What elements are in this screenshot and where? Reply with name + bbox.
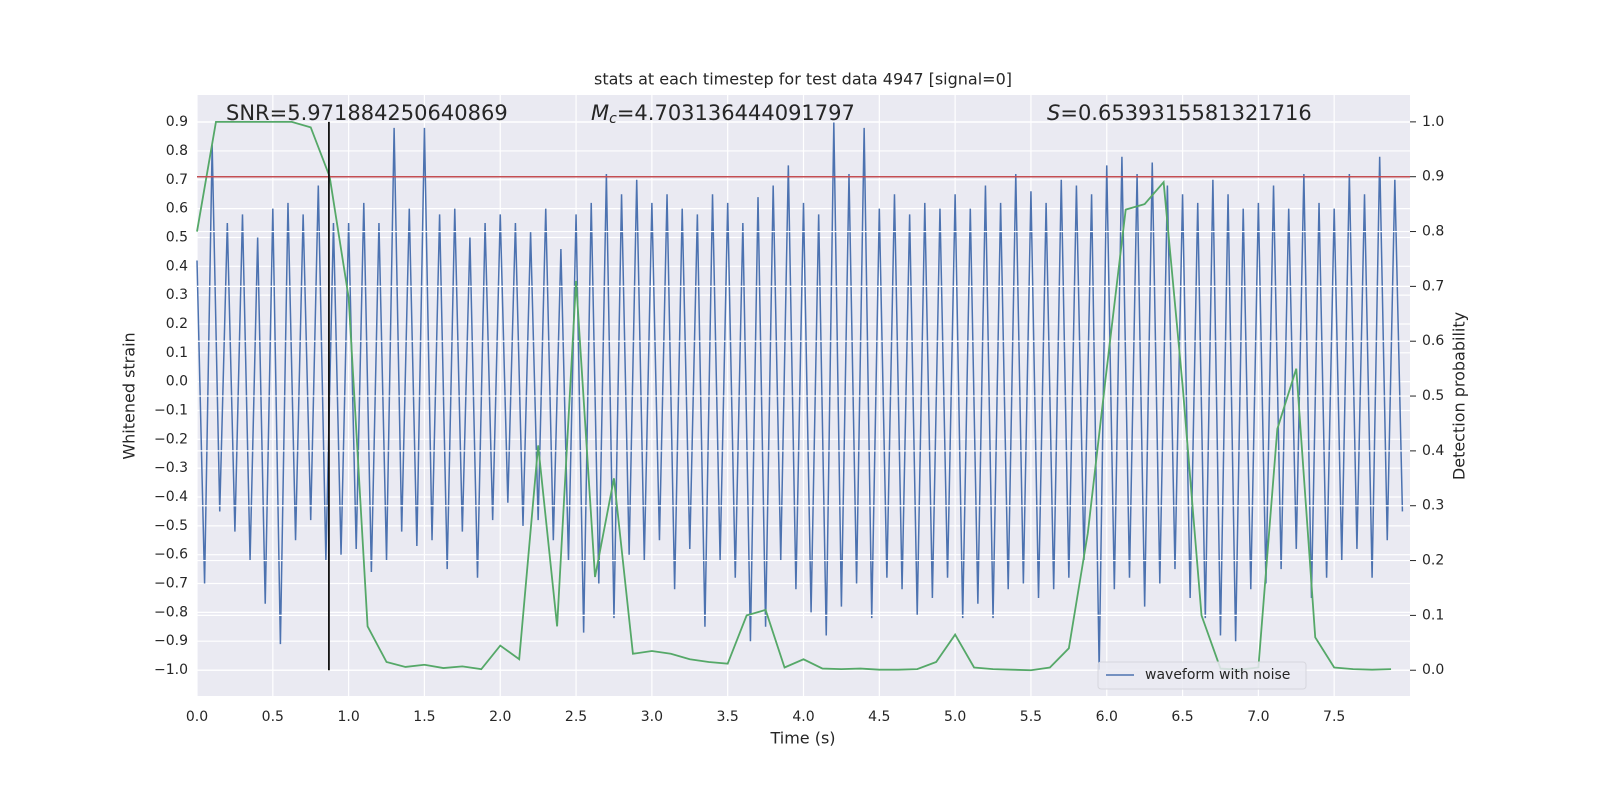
x-tick-label: 7.0 (1247, 709, 1269, 725)
y-tick-label: −1.0 (154, 662, 188, 678)
y2-tick-label: 0.9 (1422, 169, 1444, 185)
y-tick-label: 0.9 (166, 114, 188, 130)
annotation: S=0.6539315581321716 (1047, 101, 1312, 125)
y-tick-label: −0.7 (154, 576, 188, 592)
y-tick-label: 0.5 (166, 229, 188, 245)
annotation-value: =4.703136444091797 (617, 101, 855, 125)
y-tick-label: −0.8 (154, 604, 188, 620)
y2-tick-label: 0.2 (1422, 553, 1444, 569)
y2-tick-label: 0.1 (1422, 607, 1444, 623)
legend-box (1097, 661, 1307, 690)
y-tick-label: −0.6 (154, 547, 188, 563)
y-tick-label: 0.3 (166, 287, 188, 303)
x-tick-label: 6.0 (1096, 709, 1118, 725)
x-tick-label: 2.5 (565, 709, 587, 725)
y-tick-label: 0.7 (166, 172, 188, 188)
y-tick-label: 0.4 (166, 258, 188, 274)
y-tick-label: 0.8 (166, 143, 188, 159)
x-tick-label: 4.0 (792, 709, 814, 725)
y-tick-label: −0.3 (154, 460, 188, 476)
probability-line (196, 120, 1392, 672)
annotation: Mc=4.703136444091797 (591, 101, 855, 127)
y2-tick-label: 0.3 (1422, 498, 1444, 514)
legend-label: waveform with noise (1145, 667, 1290, 683)
x-tick-label: 5.5 (1020, 709, 1042, 725)
x-axis-label: Time (s) (769, 729, 835, 748)
x-tick-label: 4.5 (868, 709, 890, 725)
x-tick-label: 3.5 (717, 709, 739, 725)
y2-tick-label: 0.5 (1422, 388, 1444, 404)
annotation-subscript: c (609, 111, 617, 127)
x-tick-label: 2.0 (489, 709, 511, 725)
x-tick-label: 5.0 (944, 709, 966, 725)
y2-axis-label: Detection probability (1450, 312, 1469, 480)
y-tick-label: −0.9 (154, 633, 188, 649)
y-tick-label: −0.1 (154, 402, 188, 418)
y-tick-label: 0.6 (166, 201, 188, 217)
y2-tick-label: 0.0 (1422, 662, 1444, 678)
y2-tick-label: 0.6 (1422, 333, 1444, 349)
y2-tick-label: 0.4 (1422, 443, 1444, 459)
x-tick-label: 6.5 (1171, 709, 1193, 725)
annotation-value: =0.6539315581321716 (1060, 101, 1311, 125)
y-tick-label: 0.2 (166, 316, 188, 332)
x-tick-label: 1.0 (337, 709, 359, 725)
annotation-symbol: S (1047, 101, 1060, 125)
annotation-symbol: M (591, 101, 609, 125)
x-tick-label: 1.5 (413, 709, 435, 725)
y-tick-label: −0.2 (154, 431, 188, 447)
y-axis-label: Whitened strain (120, 332, 139, 459)
y2-tick-label: 0.7 (1422, 278, 1444, 294)
y2-tick-label: 0.8 (1422, 224, 1444, 240)
y-tick-label: 0.1 (166, 345, 188, 361)
x-tick-label: 7.5 (1323, 709, 1345, 725)
x-tick-label: 0.0 (186, 709, 208, 725)
y-tick-label: −0.4 (154, 489, 188, 505)
x-tick-label: 3.0 (641, 709, 663, 725)
y-tick-label: −0.5 (154, 518, 188, 534)
chart-title: stats at each timestep for test data 494… (594, 70, 1012, 89)
x-tick-label: 0.5 (262, 709, 284, 725)
y-tick-label: 0.0 (166, 374, 188, 390)
y2-tick-label: 1.0 (1422, 114, 1444, 130)
